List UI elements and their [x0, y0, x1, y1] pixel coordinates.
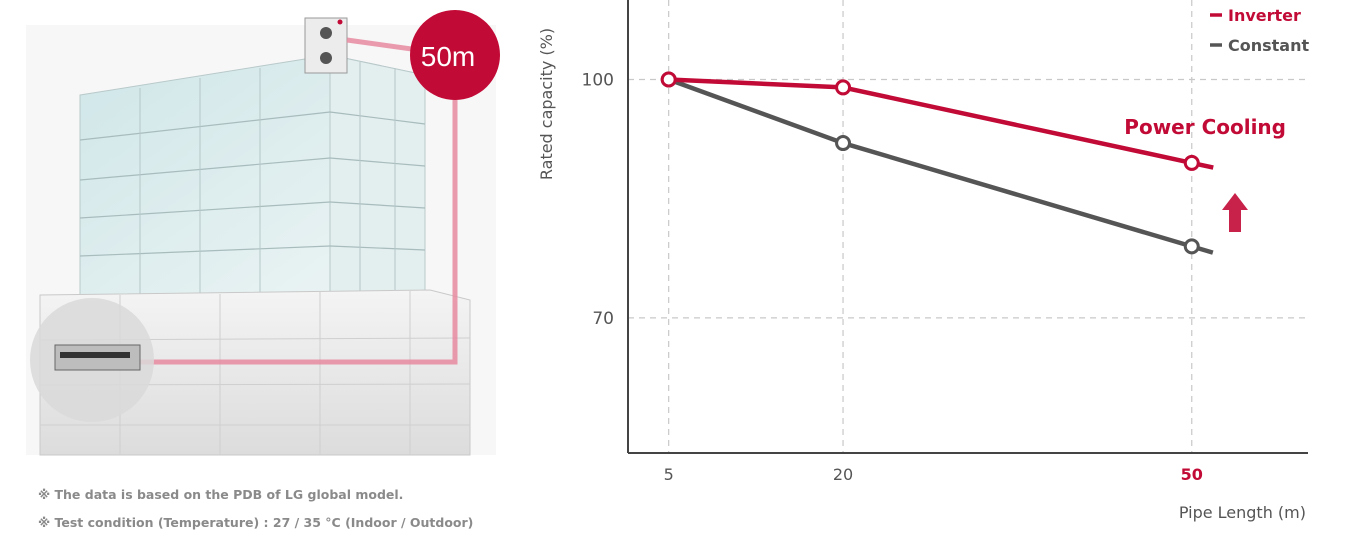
data-point-constant — [1183, 238, 1200, 255]
indoor-unit-grille — [60, 352, 130, 358]
outdoor-unit-fan-bottom — [320, 52, 332, 64]
data-point-constant — [835, 135, 852, 152]
legend-label-constant: Constant — [1228, 36, 1309, 55]
data-point-inverter — [1183, 154, 1200, 171]
building-floors — [79, 111, 426, 257]
building-mullions — [139, 62, 396, 298]
outdoor-unit-fan-top — [320, 27, 332, 39]
x-axis-label: Pipe Length (m) — [1179, 503, 1306, 522]
pipe-length-badge-label: 50m — [421, 41, 475, 72]
series-line-inverter — [668, 77, 1214, 170]
chart-legend: Inverter Constant — [1210, 6, 1309, 55]
refrigerant-pipe — [140, 37, 458, 365]
x-tick-label: 50 — [1181, 465, 1203, 484]
data-point-inverter — [835, 79, 852, 96]
x-tick-label: 5 — [664, 465, 674, 484]
x-tick-label: 20 — [833, 465, 853, 484]
pipe-length-badge — [410, 10, 500, 100]
outdoor-unit-logo — [337, 19, 343, 25]
y-axis-label: Rated capacity (%) — [537, 28, 556, 180]
chart-grid — [628, 0, 1308, 453]
y-tick-label: 70 — [592, 309, 614, 329]
capacity-chart: 5 20 50 100 70 Rated capacity (%) Pipe Lengt… — [537, 0, 1309, 522]
chart-ticks: 5 20 50 100 70 — [582, 70, 1203, 484]
footnote-test-condition: ※ Test condition (Temperature) : 27 / 35… — [38, 515, 474, 530]
series-line-constant — [667, 77, 1214, 255]
power-cooling-annotation: Power Cooling — [1124, 115, 1286, 139]
building-side — [329, 54, 426, 301]
improvement-arrow — [1222, 193, 1248, 232]
outdoor-unit — [304, 17, 348, 74]
y-tick-label: 100 — [582, 70, 614, 90]
legend-label-inverter: Inverter — [1228, 6, 1301, 25]
footnote-pdb: ※ The data is based on the PDB of LG glo… — [38, 487, 404, 502]
building-base — [39, 289, 471, 456]
chart-series — [660, 71, 1214, 255]
building-illustration: 50m — [26, 10, 500, 456]
up-arrow-icon — [1222, 193, 1248, 232]
data-point-inverter — [660, 71, 677, 88]
